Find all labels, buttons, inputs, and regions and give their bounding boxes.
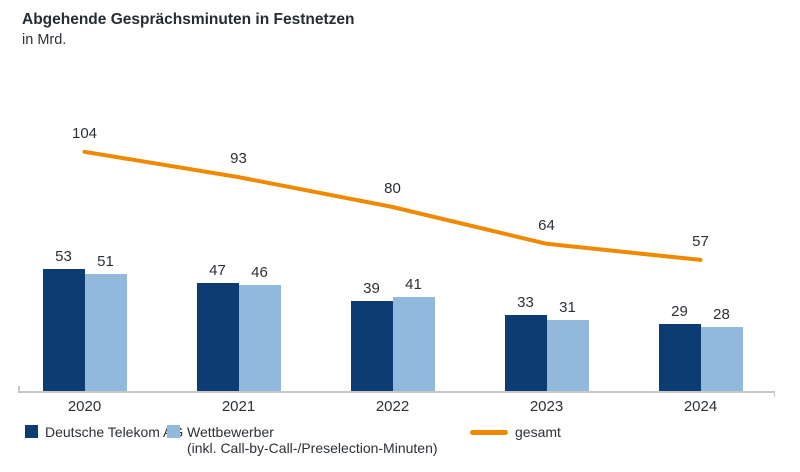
- bar-2020-telekom: [42, 269, 85, 391]
- bar-2021-telekom: [196, 282, 239, 391]
- legend-item-gesamt: gesamt: [470, 424, 561, 440]
- legend-item-deutsche-telekom: Deutsche Telekom AG: [25, 424, 183, 440]
- legend-label-telekom: Deutsche Telekom AG: [45, 424, 184, 440]
- wettbewerber-legend-square-icon: [167, 425, 180, 438]
- gesamt-value-2021: 93: [230, 150, 247, 168]
- gesamt-value-2022: 80: [384, 180, 401, 197]
- bar-value-2020-telekom: 53: [55, 248, 72, 266]
- gesamt-line-path: [82, 149, 703, 262]
- bar-value-2024-wettbewerber: 28: [713, 305, 730, 323]
- bar-value-2022-telekom: 39: [363, 280, 380, 298]
- bar-value-2024-telekom: 29: [671, 303, 688, 321]
- bar-2021-wettbewerber: [238, 285, 281, 391]
- x-axis-label-2022: 2022: [375, 398, 410, 415]
- bar-2022-telekom: [350, 301, 393, 391]
- x-axis-line: [18, 391, 775, 393]
- x-axis-label-2020: 2020: [67, 398, 102, 415]
- bar-2023-telekom: [504, 315, 547, 391]
- bar-value-2023-wettbewerber: 31: [559, 298, 576, 316]
- x-axis-label-2023: 2023: [529, 398, 564, 415]
- gesamt-value-2024: 57: [692, 232, 709, 250]
- bar-2023-wettbewerber: [546, 319, 589, 391]
- x-axis-right-tick: [773, 391, 775, 397]
- legend-sublabel-wettbewerber: (inkl. Call-by-Call-/Preselection-Minute…: [187, 440, 438, 456]
- bar-value-2020-wettbewerber: 51: [97, 252, 114, 270]
- gesamt-value-2023: 64: [538, 216, 555, 234]
- gesamt-value-2020: 104: [71, 124, 98, 142]
- legend-label-wettbewerber: Wettbewerber: [187, 424, 274, 440]
- x-axis-left-tick: [18, 386, 20, 392]
- x-axis-label-2024: 2024: [683, 398, 718, 415]
- legend-label-gesamt: gesamt: [515, 424, 561, 440]
- bar-value-2022-wettbewerber: 41: [405, 275, 422, 293]
- bar-2020-wettbewerber: [84, 273, 127, 391]
- bar-2022-wettbewerber: [392, 296, 435, 391]
- x-axis-label-2021: 2021: [221, 398, 256, 415]
- telekom-legend-square-icon: [25, 425, 38, 438]
- gesamt-legend-line-icon: [470, 430, 508, 435]
- bar-value-2021-wettbewerber: 46: [251, 264, 268, 282]
- bar-value-2021-telekom: 47: [209, 261, 226, 279]
- legend-item-wettbewerber: Wettbewerber (inkl. Call-by-Call-/Presel…: [167, 424, 438, 456]
- bar-2024-telekom: [658, 324, 701, 391]
- chart-title: Abgehende Gesprächsminuten in Festnetzen: [22, 11, 355, 28]
- bar-2024-wettbewerber: [700, 326, 743, 391]
- bar-value-2023-telekom: 33: [517, 294, 534, 312]
- chart-subtitle: in Mrd.: [22, 32, 67, 48]
